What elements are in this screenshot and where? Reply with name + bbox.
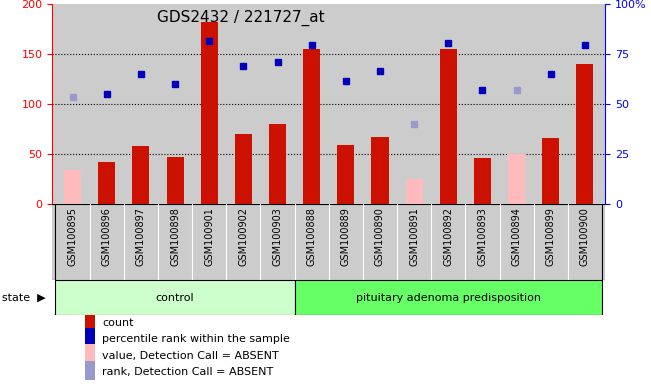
Text: GSM100902: GSM100902 [238, 207, 249, 266]
Text: GSM100895: GSM100895 [68, 207, 77, 266]
Text: GSM100896: GSM100896 [102, 207, 112, 266]
Bar [508, 154, 525, 204]
Text: GSM100893: GSM100893 [477, 207, 488, 266]
Bar [85, 344, 95, 367]
Text: GSM100900: GSM100900 [580, 207, 590, 266]
Text: value, Detection Call = ABSENT: value, Detection Call = ABSENT [102, 351, 279, 361]
Text: GSM100890: GSM100890 [375, 207, 385, 266]
Bar [85, 328, 95, 351]
Bar [235, 134, 252, 204]
Text: GSM100891: GSM100891 [409, 207, 419, 266]
Bar [55, 280, 295, 315]
Text: GSM100894: GSM100894 [512, 207, 521, 266]
Text: count: count [102, 318, 133, 328]
Bar [576, 64, 594, 204]
Text: GSM100892: GSM100892 [443, 207, 453, 266]
Bar [98, 162, 115, 204]
Bar [474, 157, 491, 204]
Bar [85, 361, 95, 383]
Text: GSM100903: GSM100903 [273, 207, 283, 266]
Bar [440, 49, 457, 204]
Text: GSM100899: GSM100899 [546, 207, 556, 266]
Text: percentile rank within the sample: percentile rank within the sample [102, 334, 290, 344]
Bar [372, 137, 389, 204]
Bar [295, 280, 602, 315]
Bar [201, 22, 217, 204]
Text: GSM100888: GSM100888 [307, 207, 316, 266]
Bar [303, 49, 320, 204]
Text: GSM100901: GSM100901 [204, 207, 214, 266]
Text: GSM100889: GSM100889 [341, 207, 351, 266]
Text: GSM100898: GSM100898 [170, 207, 180, 266]
Bar [132, 146, 150, 204]
Text: GDS2432 / 221727_at: GDS2432 / 221727_at [157, 10, 325, 26]
Text: GSM100897: GSM100897 [136, 207, 146, 266]
Bar [337, 145, 354, 204]
Bar [406, 179, 422, 204]
Text: disease state  ▶: disease state ▶ [0, 293, 46, 303]
Bar [542, 137, 559, 204]
Bar [167, 157, 184, 204]
Text: pituitary adenoma predisposition: pituitary adenoma predisposition [356, 293, 541, 303]
Bar [269, 124, 286, 204]
Bar [64, 170, 81, 204]
Text: control: control [156, 293, 195, 303]
Text: rank, Detection Call = ABSENT: rank, Detection Call = ABSENT [102, 367, 273, 377]
Bar [85, 312, 95, 334]
